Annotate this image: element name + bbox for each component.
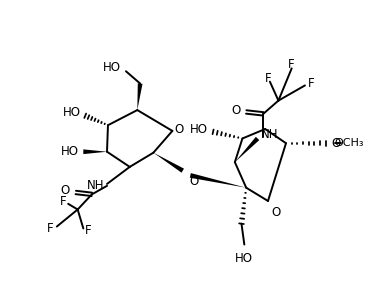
Polygon shape <box>190 173 246 188</box>
Text: F: F <box>265 72 271 85</box>
Text: NH: NH <box>87 179 104 192</box>
Text: O: O <box>231 103 241 116</box>
Polygon shape <box>235 137 259 162</box>
Text: OCH₃: OCH₃ <box>334 138 364 148</box>
Text: F: F <box>85 224 92 237</box>
Text: F: F <box>288 58 295 71</box>
Polygon shape <box>83 149 107 154</box>
Text: O: O <box>189 176 199 188</box>
Text: O: O <box>331 137 341 150</box>
Text: HO: HO <box>61 145 78 158</box>
Polygon shape <box>137 83 142 110</box>
Text: F: F <box>47 222 54 235</box>
Text: NH: NH <box>261 128 279 141</box>
Text: F: F <box>308 77 314 90</box>
Text: O: O <box>272 206 281 219</box>
Text: O: O <box>61 184 70 197</box>
Text: HO: HO <box>103 61 121 74</box>
Text: HO: HO <box>190 123 208 136</box>
Text: F: F <box>59 196 66 208</box>
Text: O: O <box>174 123 184 136</box>
Text: HO: HO <box>62 106 81 119</box>
Polygon shape <box>153 153 184 173</box>
Text: HO: HO <box>235 252 253 265</box>
